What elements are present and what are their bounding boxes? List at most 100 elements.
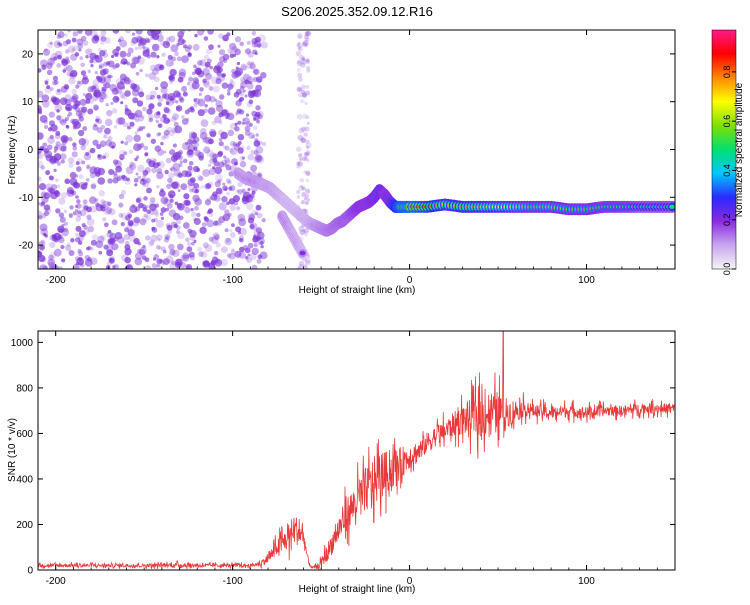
spectrogram-noise-point [237,231,242,235]
spectrogram-noise-point [141,41,145,45]
spectrogram-noise-point [38,160,44,169]
spectrogram-noise-point [124,141,129,146]
spectrogram-noise-point [172,152,181,161]
spectrogram-noise-point [126,177,130,182]
spectrogram-noise-point [94,88,101,94]
spectrogram-noise-point [74,204,79,208]
spectrogram-noise-point [77,248,82,254]
spectrogram-noise-point [144,152,149,157]
snr-series-line [38,331,675,570]
spectrogram-noise-point [142,49,150,57]
spectrogram-noise-point [119,39,128,48]
spectrogram-noise-point [75,161,80,166]
spectrogram-noise-point [102,68,109,75]
spectrogram-noise-point [166,126,173,133]
spectrogram-noise-point [213,65,221,74]
spectrogram-noise-point [145,235,151,241]
spectrogram-noise-point [53,80,59,85]
spectrogram-noise-point [296,165,301,169]
spectrogram-noise-point [229,147,238,156]
spectrogram-noise-point [247,242,254,249]
spectrogram-noise-point [187,52,192,56]
spectrogram-noise-point [62,69,67,73]
spectrogram-noise-point [50,124,58,132]
spectrogram-noise-point [260,72,267,79]
spectrogram-noise-point [178,163,183,167]
spectrogram-noise-point [100,199,106,205]
spectrogram-noise-point [143,145,149,151]
spectrogram-noise-point [127,229,135,237]
spectrogram-noise-point [131,37,139,44]
spectrogram-noise-point [68,111,73,116]
spectrogram-noise-point [124,265,130,269]
spectrogram-noise-point [112,64,117,69]
spectrogram-noise-point [119,149,126,157]
spectrogram-noise-point [160,141,164,146]
spectrogram-noise-point [114,231,123,240]
spectrogram-noise-point [136,36,144,44]
spectrogram-noise-point [218,202,227,211]
spectrogram-noise-point [194,66,202,75]
spectrogram-noise-point [77,80,81,85]
spectrogram-noise-point [179,160,183,164]
spectrogram-noise-point [93,167,101,175]
spectrogram-noise-point [39,244,45,251]
spectrogram-noise-point [212,232,220,240]
spectrogram-noise-point [234,122,238,126]
spectrogram-noise-point [171,56,176,62]
spectrogram-noise-point [137,164,145,173]
spectrogram-noise-point [97,76,103,83]
spectrogram-noise-point [100,92,109,100]
spectrogram-noise-point [215,187,223,195]
spectrogram-noise-point [163,129,170,136]
spectrogram-noise-point [237,141,242,145]
spectrogram-noise-point [146,108,153,115]
spectrogram-noise-point [199,59,207,67]
spectrogram-noise-point [252,68,259,75]
spectrogram-noise-point [246,202,254,211]
spectrogram-noise-point [218,216,226,224]
spectrogram-noise-point [151,262,157,269]
spectrogram-noise-point [306,58,310,63]
spectrogram-noise-point [222,34,229,42]
spectrogram-noise-point [99,50,106,57]
spectrogram-noise-point [235,206,241,211]
spectrogram-noise-point [158,123,163,128]
spectrogram-noise-point [75,232,79,237]
spectrogram-noise-point [54,104,63,112]
spectrogram-noise-point [156,94,161,99]
spectrogram-noise-point [95,116,101,122]
spectrogram-noise-point [90,182,97,189]
spectrogram-noise-point [71,151,78,158]
spectrogram-noise-point [158,190,166,197]
spectrogram-noise-point [228,186,233,191]
spectrogram-noise-point [112,65,117,70]
spectrogram-noise-point [82,199,88,205]
spectrogram-noise-point [132,165,136,169]
spectrogram-ytick-label: 0 [27,145,33,156]
spectrogram-noise-point [204,94,212,102]
spectrogram-noise-point [244,94,248,98]
spectrogram-noise-point [301,186,306,191]
snr-xlabel: Height of straight line (km) [299,584,416,595]
spectrogram-noise-point [48,175,54,181]
spectrogram-noise-point [260,245,264,249]
spectrogram-noise-point [76,38,84,46]
spectrogram-noise-point [56,184,60,189]
spectrogram-noise-point [305,139,310,144]
spectrogram-noise-point [54,50,63,59]
spectrogram-noise-point [227,113,235,121]
spectrogram-noise-point [99,97,104,103]
spectrogram-noise-point [114,86,123,95]
spectrogram-noise-point [128,149,133,154]
spectrogram-noise-point [296,146,302,152]
spectrogram-noise-point [80,35,87,42]
spectrogram-noise-point [234,36,242,43]
spectrogram-noise-point [181,142,190,151]
spectrogram-noise-point [303,132,308,137]
spectrogram-xtick-label: 0 [407,275,413,286]
spectrogram-noise-point [193,98,198,102]
spectrogram-noise-point [149,203,157,211]
spectrogram-noise-point [82,126,88,132]
spectrogram-noise-point [97,47,102,52]
